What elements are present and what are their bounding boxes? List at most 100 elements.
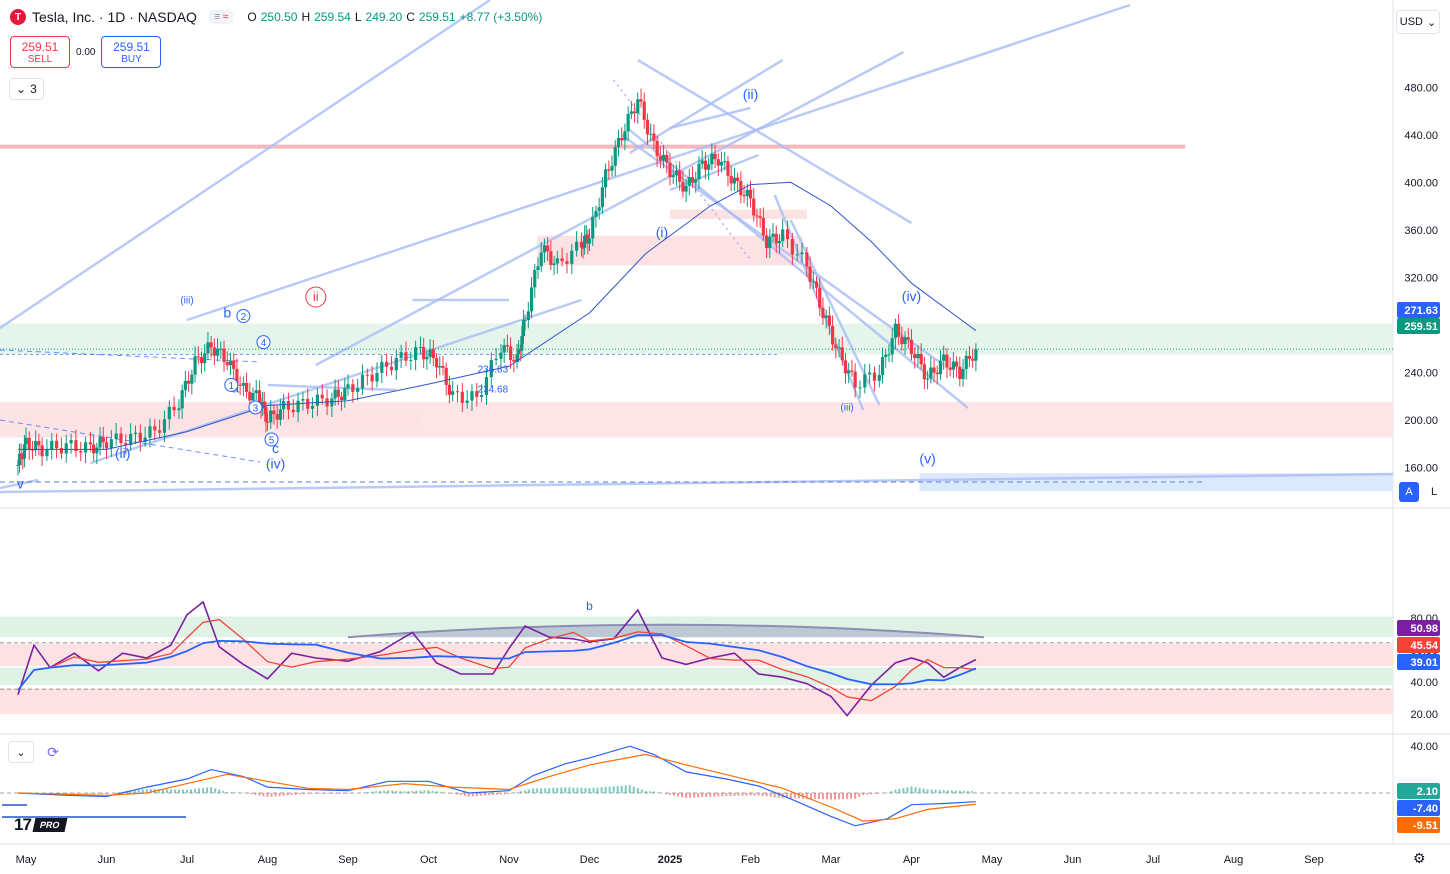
macd-histogram-bar (926, 789, 929, 793)
macd-histogram-bar (640, 789, 643, 793)
candle-body (180, 390, 184, 409)
candle-body (343, 388, 347, 401)
candle-body (394, 357, 398, 371)
close-label: C (406, 10, 415, 24)
candle-body (399, 352, 403, 358)
gear-icon[interactable]: ⚙ (1413, 850, 1426, 866)
candle-body (109, 439, 113, 449)
wave-label: 2 (241, 312, 247, 323)
candle-body (521, 320, 526, 337)
candle-body (877, 375, 881, 381)
candle-body (69, 440, 73, 444)
macd-histogram-bar (954, 790, 957, 793)
candle-body (257, 390, 262, 403)
symbol-title[interactable]: Tesla, Inc. · 1D · NASDAQ (32, 9, 197, 25)
rsi-red-zone (0, 643, 1393, 666)
candle-body (19, 453, 23, 459)
macd-histogram-bar (793, 793, 796, 799)
rsi-line (17, 600, 977, 717)
wave-label: 1 (228, 381, 234, 392)
spread-value: 0.00 (76, 46, 96, 58)
candle-body (351, 384, 355, 392)
candle-body (114, 433, 118, 440)
red-zone (0, 410, 420, 426)
wave-label: b (223, 305, 231, 321)
candle-body (296, 400, 300, 413)
candle-body (843, 360, 848, 374)
candle-body (183, 380, 187, 391)
candle-body (333, 389, 337, 399)
tesla-logo-icon: T (10, 9, 26, 25)
candle-body (286, 400, 291, 410)
collapse-pane-button[interactable]: ⌄ (8, 741, 34, 763)
candle-body (884, 354, 888, 358)
candle-body (212, 347, 216, 356)
equal-icon: ≡ (213, 11, 221, 23)
candle-body (158, 430, 162, 433)
macd-histogram-bar (709, 793, 712, 797)
log-scale-button[interactable]: L (1430, 486, 1438, 498)
macd-histogram-bar (620, 785, 623, 793)
buy-button[interactable]: 259.51 BUY (101, 36, 162, 68)
price-label-bg (1397, 318, 1440, 334)
price-label: 259.51 (1404, 321, 1438, 333)
time-tick-label: Jun (98, 854, 116, 866)
candle-body (587, 238, 592, 244)
refresh-icon[interactable]: ⟳ (47, 743, 59, 760)
macd-histogram-bar (363, 792, 366, 793)
macd-histogram-bar (435, 791, 438, 793)
rsi-value-label-bg (1397, 637, 1440, 653)
macd-histogram-bar (830, 793, 832, 800)
wave-label: 4 (261, 338, 267, 349)
candle-body (203, 353, 207, 364)
currency-select[interactable]: USD ⌄ (1396, 10, 1440, 34)
macd-histogram-bar (190, 789, 193, 793)
macd-histogram-bar (616, 786, 619, 793)
macd-histogram-bar (713, 793, 716, 797)
candle-body (795, 254, 799, 256)
tradingview-logo[interactable]: 17 PRO (14, 815, 67, 835)
candle-body (330, 398, 334, 407)
macd-histogram-bar (459, 793, 462, 796)
macd-histogram-bar (898, 788, 901, 793)
macd-histogram-bar (540, 788, 543, 793)
candle-body (451, 391, 455, 395)
candle-body (177, 408, 181, 411)
candle-body (269, 410, 273, 423)
candle-body (785, 229, 790, 240)
candle-body (847, 370, 851, 374)
candle-body (251, 393, 255, 401)
candle-body (620, 137, 624, 141)
sell-button[interactable]: 259.51 SELL (10, 36, 70, 68)
indicators-collapse-button[interactable]: ⌄ 3 (9, 78, 44, 100)
macd-histogram-bar (906, 787, 909, 793)
macd-histogram-bar (262, 793, 265, 797)
candle-body (346, 384, 350, 389)
price-label: 271.63 (1404, 305, 1438, 317)
approx-icon: ≈ (222, 11, 229, 23)
wave-label: c (272, 440, 279, 456)
candle-body (581, 247, 585, 249)
candle-body (903, 337, 907, 345)
candle-body (235, 368, 239, 385)
candle-body (518, 349, 522, 351)
candle-body (526, 311, 530, 320)
candle-body (83, 442, 88, 453)
candle-body (958, 366, 962, 380)
macd-histogram-bar (145, 788, 148, 793)
candle-body (700, 160, 704, 164)
macd-histogram-bar (347, 793, 349, 794)
macd-histogram-bar (495, 793, 498, 795)
macd-histogram-bar (310, 793, 313, 794)
macd-histogram-bar (528, 789, 531, 793)
auto-scale-button[interactable]: A (1399, 482, 1419, 502)
candle-body (926, 378, 930, 380)
macd-histogram-bar (854, 793, 857, 799)
macd-histogram-bar (588, 788, 591, 793)
macd-histogram-bar (548, 788, 551, 793)
candle-body (834, 344, 838, 348)
candle-body (824, 315, 828, 318)
candle-body (380, 361, 384, 373)
indicator-status-pill[interactable]: ≡ ≈ (208, 10, 234, 24)
